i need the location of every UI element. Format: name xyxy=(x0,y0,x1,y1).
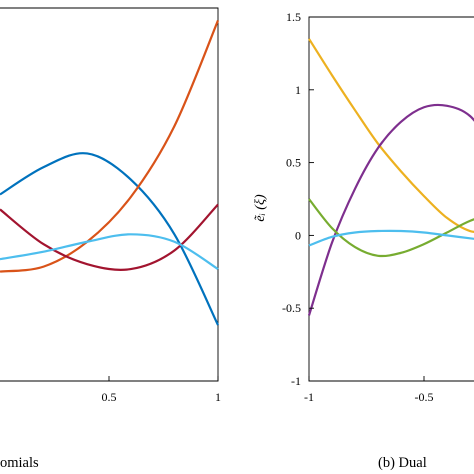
left-x-tick-labels: 0.5 1 xyxy=(102,376,221,404)
left-chart-panel: 0.5 1 omials xyxy=(0,7,221,471)
right-x-tick-labels: -1 -0.5 xyxy=(304,376,434,404)
right-x-tick-label: -1 xyxy=(304,390,314,404)
right-y-tick-label: -0.5 xyxy=(282,301,301,315)
left-x-tick-label: 1 xyxy=(215,390,221,404)
right-y-tick-label: -1 xyxy=(291,374,301,388)
right-caption: (b) Dual xyxy=(378,455,427,471)
right-y-axis-label: ẽᵢ (ξ) xyxy=(253,194,268,222)
right-y-tick-label: 0 xyxy=(295,228,301,242)
left-series-group xyxy=(0,20,220,326)
left-series-line-1 xyxy=(0,152,219,326)
right-series-group xyxy=(307,38,474,316)
right-chart-panel: -1 -0.5 1.5 1 0.5 0 -0.5 -1 ẽᵢ (ξ) (b) Dual xyxy=(253,10,474,471)
right-y-tick-label: 1.5 xyxy=(286,10,301,24)
right-series-line-4 xyxy=(308,229,474,247)
left-caption: omials xyxy=(0,455,39,471)
right-y-tick-labels: 1.5 1 0.5 0 -0.5 -1 xyxy=(282,10,314,388)
right-x-tick-label: -0.5 xyxy=(415,390,434,404)
left-axes-frame xyxy=(0,7,219,382)
right-y-tick-label: 0.5 xyxy=(286,156,301,170)
right-series-line-3 xyxy=(308,198,474,258)
left-x-tick-label: 0.5 xyxy=(102,390,117,404)
right-y-tick-label: 1 xyxy=(295,83,301,97)
right-series-line-1 xyxy=(308,38,474,234)
left-series-line-3 xyxy=(0,203,219,271)
left-series-line-4 xyxy=(0,233,219,271)
right-axes-frame xyxy=(308,16,474,382)
right-series-line-2 xyxy=(307,103,474,316)
left-series-line-2 xyxy=(0,20,220,273)
